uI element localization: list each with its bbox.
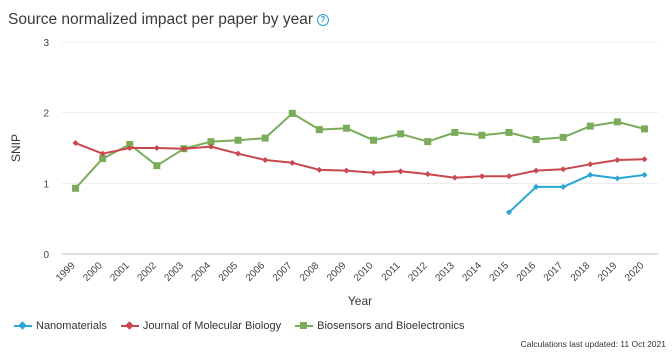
data-point (506, 173, 512, 180)
x-tick-label: 2006 (244, 260, 268, 284)
data-point (587, 171, 594, 178)
data-point (342, 124, 350, 132)
legend-swatch (120, 321, 139, 330)
data-point (533, 167, 540, 174)
x-tick-label: 2016 (515, 260, 539, 284)
x-tick-label: 2009 (325, 260, 349, 284)
y-tick-label: 0 (43, 250, 49, 261)
data-point (315, 126, 323, 134)
x-tick-label: 2002 (135, 260, 159, 284)
legend-marker (125, 321, 134, 330)
data-point (261, 134, 269, 142)
legend-item[interactable]: Journal of Molecular Biology (120, 320, 282, 332)
legend-marker (18, 321, 27, 330)
help-circle-icon[interactable]: ? (316, 14, 329, 26)
y-axis-label: SNIP (9, 134, 23, 162)
legend-marker (300, 322, 308, 329)
series-line (74, 112, 645, 189)
x-tick-label: 2012 (406, 260, 430, 284)
data-point (316, 166, 323, 173)
data-point (207, 138, 215, 146)
data-point (397, 168, 404, 175)
x-tick-label: 2017 (542, 260, 566, 284)
data-point (234, 136, 242, 144)
x-tick-label: 1999 (54, 260, 78, 284)
data-point (289, 159, 296, 166)
data-point (99, 155, 107, 163)
legend-label: Nanomaterials (36, 320, 107, 332)
data-point (424, 138, 432, 146)
data-point (397, 130, 405, 138)
data-point (343, 167, 350, 174)
data-point (153, 145, 160, 151)
x-tick-label: 2014 (461, 260, 485, 284)
data-point (614, 157, 621, 164)
data-point (560, 183, 567, 190)
data-point (532, 136, 540, 144)
x-tick-label: 2008 (298, 260, 322, 284)
data-point (370, 136, 378, 144)
data-point (613, 118, 621, 126)
x-tick-label: 2001 (108, 260, 132, 284)
data-point (640, 125, 648, 133)
x-tick-label: 2007 (271, 260, 295, 284)
data-point (641, 156, 648, 163)
legend-item[interactable]: Nanomaterials (14, 320, 107, 332)
data-point (126, 140, 134, 148)
x-tick-label: 2003 (163, 260, 187, 284)
data-point (506, 209, 512, 216)
legend-label: Biosensors and Bioelectronics (317, 320, 465, 332)
x-tick-label: 2005 (217, 260, 241, 284)
x-tick-label: 2000 (81, 260, 105, 284)
legend-swatch (295, 322, 314, 330)
data-point (235, 150, 242, 157)
data-point (451, 174, 458, 181)
x-tick-label: 2004 (190, 260, 214, 284)
chart-legend: Nanomaterials Journal of Molecular Biolog… (14, 320, 478, 333)
data-point (587, 161, 594, 168)
data-point (559, 133, 567, 141)
data-point (478, 173, 485, 180)
data-point (153, 162, 161, 170)
series-line (508, 173, 645, 214)
x-tick-label: 2011 (380, 260, 403, 283)
y-tick-label: 1 (43, 179, 49, 190)
data-point (126, 145, 133, 151)
x-tick-label: 2019 (596, 260, 620, 284)
series-line (75, 142, 645, 179)
data-point (586, 122, 594, 130)
chart-title-text: Source normalized impact per paper by ye… (8, 11, 313, 28)
data-point (370, 169, 377, 176)
y-tick-label: 2 (43, 109, 49, 120)
legend-label: Journal of Molecular Biology (142, 320, 282, 332)
data-point (288, 109, 296, 117)
data-point (641, 171, 648, 178)
data-point (505, 128, 513, 136)
data-point (180, 145, 187, 152)
data-point (424, 171, 431, 178)
x-tick-label: 2013 (433, 260, 457, 284)
x-tick-label: 2018 (569, 260, 593, 284)
data-point (560, 166, 567, 173)
data-point (451, 128, 459, 136)
calculations-footnote: Calculations last updated: 11 Oct 2021 (520, 339, 666, 349)
y-tick-label: 3 (43, 38, 49, 49)
data-point (533, 183, 540, 190)
data-point (208, 143, 214, 150)
data-point (72, 184, 80, 192)
legend-swatch (14, 321, 32, 330)
data-point (614, 175, 621, 182)
data-point (478, 131, 486, 139)
x-tick-label: 2020 (623, 260, 647, 284)
x-tick-label: 2010 (352, 260, 376, 284)
data-point (72, 140, 79, 147)
x-axis-label: Year (348, 294, 372, 308)
legend-item[interactable]: Biosensors and Bioelectronics (295, 320, 464, 332)
x-tick-label: 2015 (488, 260, 512, 284)
chart-title: Source normalized impact per paper by ye… (8, 11, 329, 29)
data-point (99, 150, 106, 157)
data-point (262, 157, 269, 164)
